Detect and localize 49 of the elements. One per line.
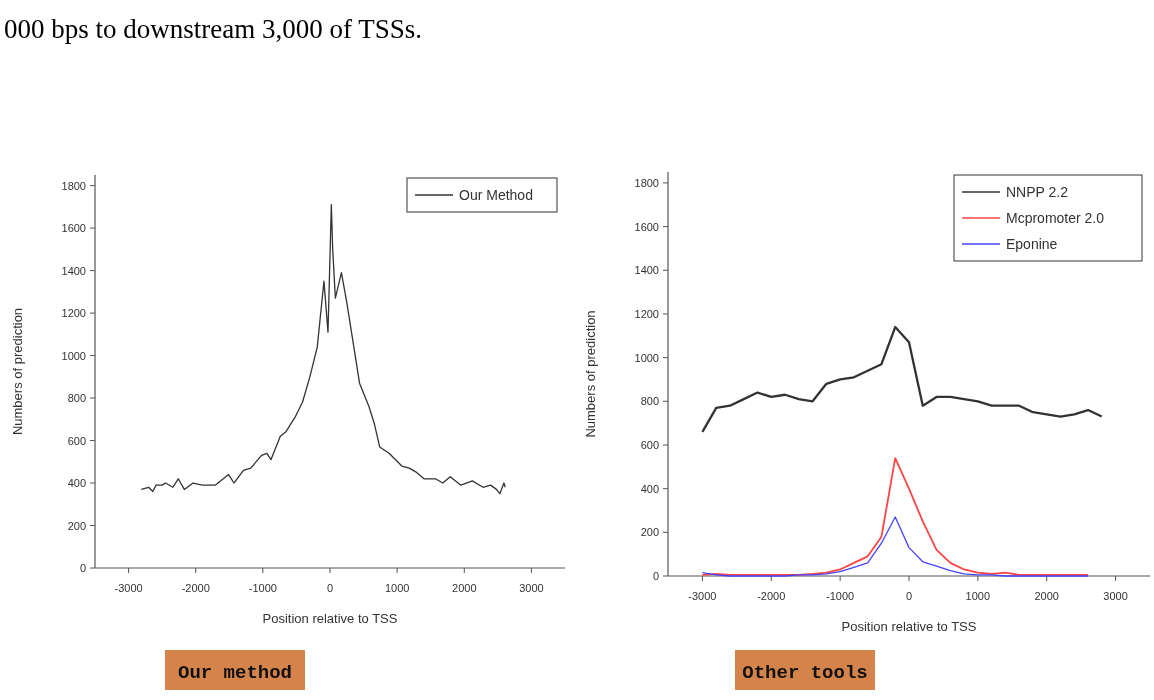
- x-tick-label: -2000: [181, 582, 210, 594]
- legend-label: Our Method: [459, 187, 533, 203]
- x-tick-label: -3000: [114, 582, 143, 594]
- y-tick-label: 1400: [634, 264, 659, 277]
- x-tick-label: 1000: [965, 590, 991, 602]
- line-series: [701, 457, 1089, 576]
- y-tick-label: 800: [67, 392, 86, 405]
- y-tick-label: 0: [652, 570, 659, 582]
- x-tick-label: 0: [326, 582, 334, 594]
- x-tick-label: -3000: [688, 590, 717, 602]
- y-tick-label: 400: [67, 477, 86, 490]
- line-series: [701, 325, 1103, 434]
- y-tick-label: 1800: [61, 179, 86, 192]
- legend-label: Eponine: [1006, 236, 1058, 252]
- text: Our method: [177, 662, 293, 684]
- y-tick-label: 1200: [634, 307, 659, 320]
- y-tick-label: 1000: [61, 349, 86, 362]
- y-axis-title: Numbers of prediction: [10, 307, 25, 436]
- text: 000 bps to downstream 3,000 of TSSs.: [4, 14, 423, 44]
- x-tick-label: 2000: [452, 582, 477, 594]
- y-tick-label: 600: [640, 438, 659, 451]
- line-series: [701, 516, 1089, 577]
- y-tick-label: 1600: [61, 222, 86, 235]
- x-tick-label: 0: [905, 590, 913, 602]
- text: Other tools: [742, 662, 868, 684]
- x-tick-label: 3000: [519, 582, 544, 594]
- y-tick-label: 200: [640, 526, 659, 539]
- legend-label: NNPP 2.2: [1006, 184, 1069, 200]
- x-tick-label: 1000: [384, 582, 410, 594]
- y-tick-label: 0: [79, 562, 86, 574]
- x-axis-title: Position relative to TSS: [262, 611, 398, 626]
- y-tick-label: 200: [67, 519, 86, 532]
- y-tick-label: 800: [640, 395, 659, 408]
- y-axis-title: Numbers of prediction: [583, 310, 598, 438]
- y-tick-label: 1600: [634, 220, 659, 233]
- x-tick-label: 3000: [1103, 590, 1128, 602]
- x-axis-title: Position relative to TSS: [841, 619, 977, 634]
- legend-label: Mcpromoter 2.0: [1006, 210, 1105, 226]
- x-tick-label: -1000: [826, 590, 855, 602]
- y-tick-label: 1200: [61, 307, 86, 320]
- x-tick-label: -1000: [248, 582, 277, 594]
- x-tick-label: 2000: [1034, 590, 1059, 602]
- y-tick-label: 400: [640, 482, 659, 495]
- line-series: [140, 204, 506, 495]
- y-tick-label: 1800: [634, 176, 659, 189]
- y-tick-label: 1000: [634, 351, 659, 364]
- x-tick-label: -2000: [757, 590, 786, 602]
- y-tick-label: 1400: [61, 264, 86, 277]
- y-tick-label: 600: [67, 434, 86, 447]
